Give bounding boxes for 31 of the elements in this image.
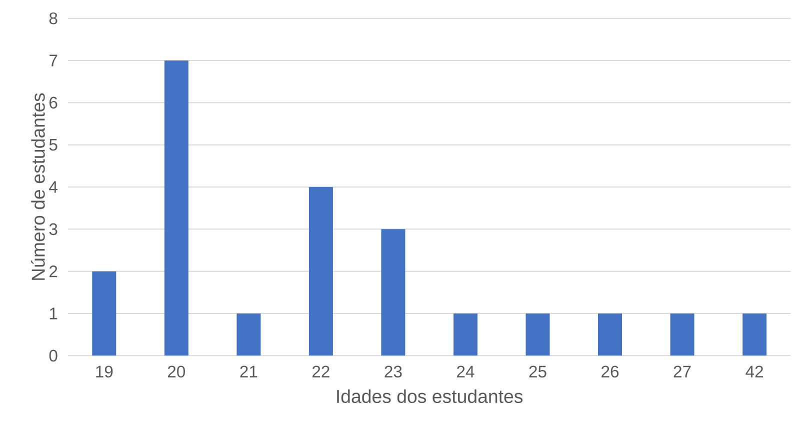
bar bbox=[308, 187, 333, 356]
bar bbox=[526, 314, 550, 356]
y-tick-label: 5 bbox=[49, 139, 58, 151]
y-axis-title: Número de estudantes bbox=[30, 93, 45, 280]
x-tick-label: 20 bbox=[168, 366, 186, 378]
y-tick-label: 8 bbox=[49, 12, 58, 24]
x-tick-label: 23 bbox=[384, 366, 402, 378]
bar bbox=[453, 314, 478, 356]
bar bbox=[598, 314, 622, 356]
bar bbox=[742, 314, 767, 356]
y-tick-label: 2 bbox=[50, 266, 58, 278]
x-tick-label: 19 bbox=[96, 366, 113, 378]
y-tick-label: 1 bbox=[50, 308, 58, 320]
bar bbox=[236, 314, 261, 356]
y-tick-label: 6 bbox=[50, 96, 58, 109]
y-tick-label: 0 bbox=[49, 350, 58, 362]
y-tick-label: 4 bbox=[49, 181, 58, 193]
x-tick-label: 27 bbox=[674, 366, 691, 378]
x-tick-label: 42 bbox=[746, 366, 763, 378]
bar bbox=[670, 314, 694, 356]
x-axis-title: Idades dos estudantes bbox=[337, 389, 523, 404]
x-tick-label: 24 bbox=[457, 366, 474, 378]
y-tick-label: 7 bbox=[50, 54, 58, 66]
x-tick-label: 26 bbox=[602, 366, 619, 378]
bar bbox=[164, 60, 188, 356]
x-tick-label: 25 bbox=[529, 366, 546, 378]
bar bbox=[381, 229, 406, 356]
x-tick-label: 22 bbox=[312, 366, 330, 378]
x-tick-label: 21 bbox=[240, 366, 258, 378]
y-tick-label: 3 bbox=[49, 223, 58, 236]
bar bbox=[92, 271, 116, 356]
